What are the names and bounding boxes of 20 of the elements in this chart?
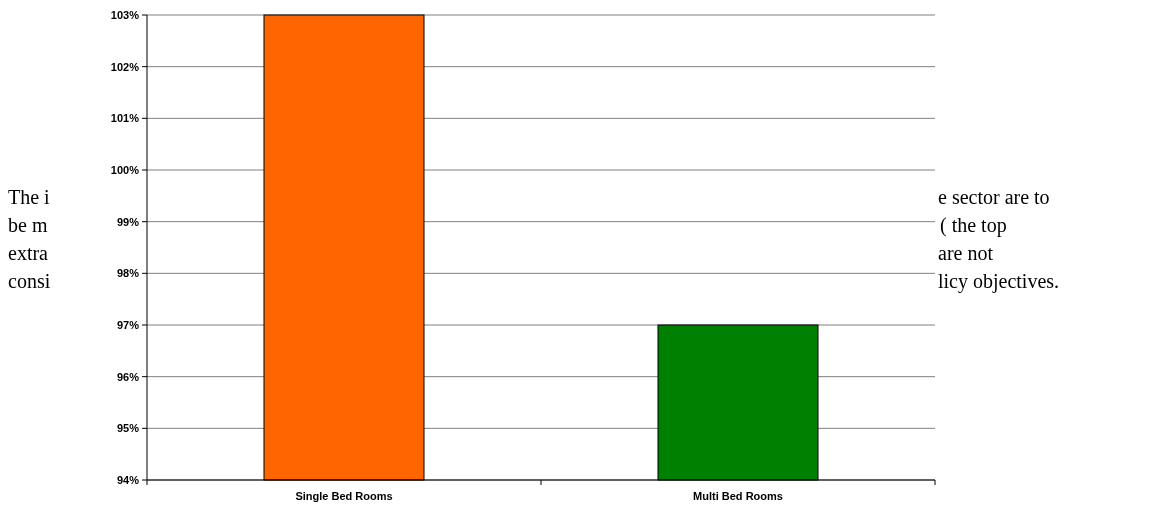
y-tick-label: 98% (116, 267, 140, 280)
text: The i (8, 186, 51, 208)
y-tick-label: 100% (110, 163, 140, 176)
y-tick-label: 96% (116, 370, 140, 383)
y-tick-label: 97% (116, 318, 140, 331)
text: consi (8, 270, 51, 292)
text: licy objectives. (938, 270, 1060, 293)
text: e sector are to (938, 186, 1050, 208)
y-tick-label: 103% (110, 8, 140, 21)
text: are not (938, 242, 994, 264)
text: extra (8, 242, 49, 264)
y-tick-label: 102% (110, 60, 140, 73)
y-tick-label: 99% (116, 215, 140, 228)
y-tick-label: 95% (116, 422, 140, 435)
y-tick-label: 101% (110, 112, 140, 125)
text: ( the top (940, 214, 1007, 237)
y-tick-label: 94% (116, 473, 140, 486)
x-tick-label: Multi Bed Rooms (693, 490, 783, 502)
x-tick-label: Single Bed Rooms (295, 490, 393, 502)
text: be m (8, 214, 48, 236)
